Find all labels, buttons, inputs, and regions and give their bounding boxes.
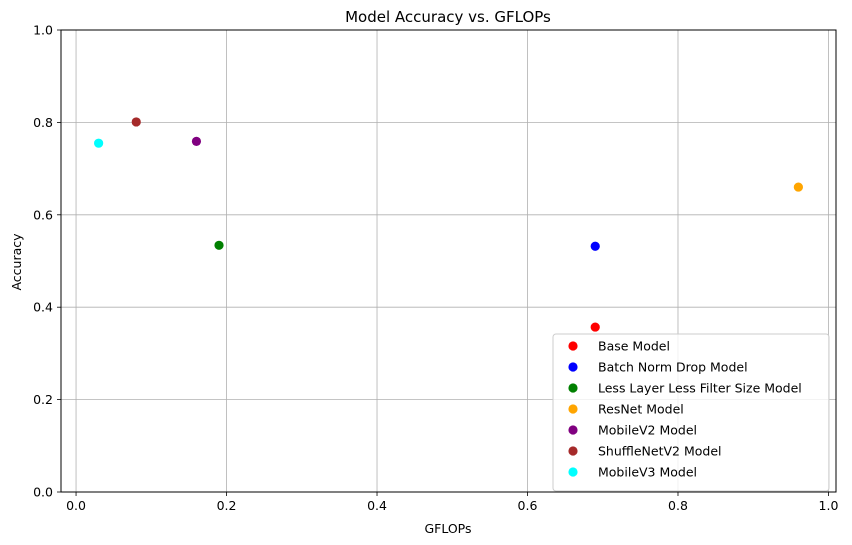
x-tick-label: 0.2 (217, 498, 237, 513)
y-tick-label: 0.0 (33, 485, 53, 500)
legend-label: Batch Norm Drop Model (598, 360, 748, 375)
data-point (191, 136, 202, 146)
chart-title: Model Accuracy vs. GFLOPs (345, 8, 551, 26)
data-points (94, 117, 803, 332)
legend-marker (568, 383, 578, 393)
x-axis-label: GFLOPs (424, 521, 471, 536)
y-axis-label: Accuracy (9, 233, 24, 291)
legend: Base Model Batch Norm Drop Model Less Laye… (552, 333, 830, 492)
x-axis: 0.0 0.2 0.4 0.6 0.8 1.0 (66, 492, 838, 513)
y-axis: 0.0 0.2 0.4 0.6 0.8 1.0 (33, 23, 61, 500)
data-point (793, 182, 803, 192)
y-tick-label: 1.0 (33, 23, 53, 38)
legend-marker (568, 467, 578, 477)
data-point (131, 117, 141, 127)
x-tick-label: 0.8 (668, 498, 688, 513)
legend-label: ResNet Model (598, 402, 684, 417)
y-tick-label: 0.6 (33, 207, 53, 222)
x-tick-label: 1.0 (819, 498, 839, 513)
legend-marker (568, 425, 578, 435)
legend-marker (568, 404, 578, 414)
y-tick-label: 0.4 (33, 300, 53, 315)
legend-marker (568, 446, 578, 456)
legend-label: MobileV2 Model (598, 423, 697, 438)
x-tick-label: 0.4 (367, 498, 387, 513)
x-tick-label: 0.0 (66, 498, 86, 513)
legend-label: Less Layer Less Filter Size Model (598, 381, 802, 396)
plot-frame (60, 29, 837, 493)
data-point (214, 240, 224, 250)
legend-marker (568, 362, 578, 372)
y-tick-label: 0.8 (33, 115, 53, 130)
data-point (590, 322, 600, 332)
legend-box (552, 333, 830, 492)
data-point (590, 241, 600, 251)
x-tick-label: 0.6 (518, 498, 538, 513)
data-point (94, 138, 104, 148)
legend-label: ShuffleNetV2 Model (598, 444, 722, 459)
legend-label: Base Model (598, 339, 670, 354)
legend-marker (568, 341, 578, 351)
y-tick-label: 0.2 (33, 392, 53, 407)
legend-label: MobileV3 Model (598, 465, 697, 480)
